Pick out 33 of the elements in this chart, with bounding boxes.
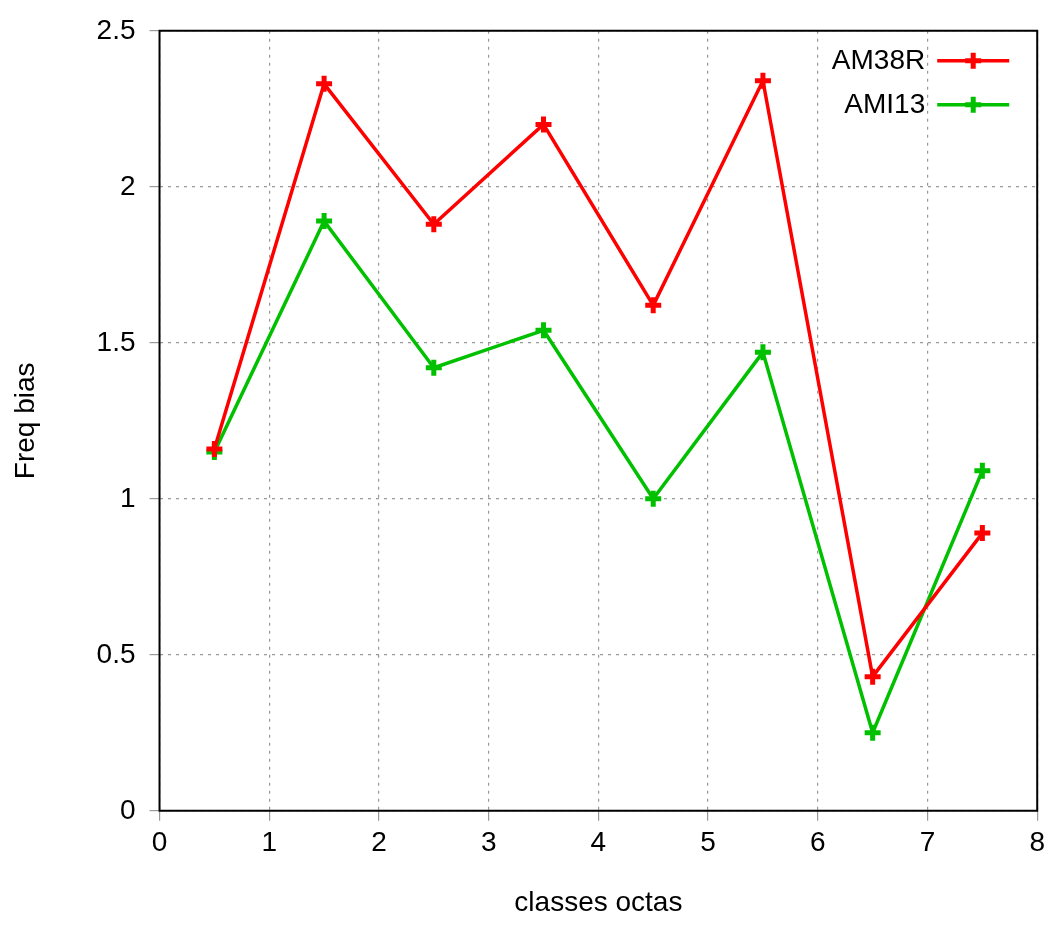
- point: [862, 722, 884, 744]
- x-tick-label: 2: [371, 826, 387, 858]
- y-tick-label: 0: [119, 793, 136, 825]
- x-tick-label: 3: [480, 826, 497, 858]
- point: [423, 357, 445, 379]
- x-tick-label: 0: [151, 826, 168, 858]
- y-axis-title: Freq bias: [8, 362, 40, 480]
- x-tick-label: 8: [1029, 826, 1045, 858]
- point: [971, 460, 993, 482]
- point: [752, 70, 774, 92]
- x-tick-label: 4: [590, 826, 607, 858]
- legend-label: AM38R: [831, 43, 926, 75]
- point: [533, 319, 555, 341]
- point: [971, 522, 993, 544]
- y-tick-label: 1: [119, 481, 136, 513]
- point: [533, 113, 555, 135]
- x-tick-label: 5: [700, 826, 716, 858]
- point: [642, 488, 664, 510]
- y-tick-label: 2.5: [96, 13, 136, 45]
- y-tick-label: 1.5: [96, 325, 136, 357]
- point: [862, 666, 884, 688]
- point: [313, 73, 335, 95]
- point: [752, 341, 774, 363]
- x-axis-title: classes octas: [514, 885, 683, 917]
- point: [642, 294, 664, 316]
- y-tick-label: 0.5: [96, 637, 136, 669]
- x-tick-label: 7: [919, 826, 936, 858]
- x-tick-label: 1: [261, 826, 278, 858]
- x-tick-label: 6: [810, 826, 826, 858]
- point: [423, 213, 445, 235]
- point: [313, 210, 335, 232]
- legend-label: AMI13: [844, 87, 926, 119]
- y-tick-label: 2: [119, 169, 136, 201]
